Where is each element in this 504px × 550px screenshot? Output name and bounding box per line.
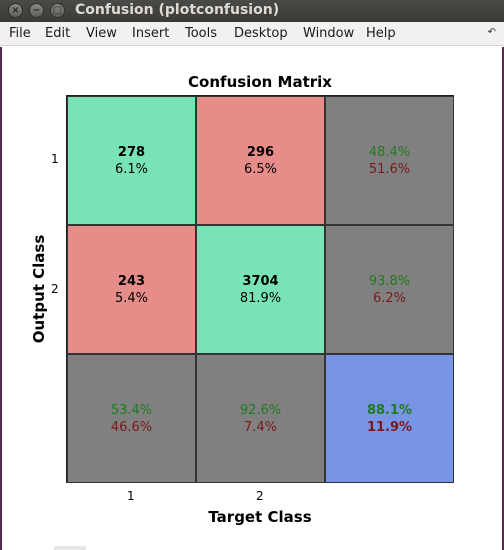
cell-percent: 81.9% — [239, 290, 282, 306]
menu-edit[interactable]: Edit — [45, 26, 71, 41]
confusion-matrix: 278 6.1% 296 6.5% 48.4% 51.6% 243 5.4% 3… — [66, 95, 454, 483]
cell-correct-rate: 92.6% — [239, 402, 282, 418]
arrow-icon[interactable]: ↶ — [487, 27, 496, 38]
cell-error-rate: 51.6% — [368, 161, 411, 177]
y-tick-label: 1 — [51, 152, 59, 166]
cell-1-summary: 48.4% 51.6% — [325, 96, 454, 225]
cell-2-2: 3704 81.9% — [196, 225, 325, 354]
cell-2-summary: 93.8% 6.2% — [325, 225, 454, 354]
menu-insert[interactable]: Insert — [132, 26, 170, 41]
cell-percent: 5.4% — [114, 290, 149, 306]
cell-percent: 6.1% — [114, 161, 149, 177]
cell-correct-rate: 93.8% — [368, 273, 411, 289]
cell-1-1: 278 6.1% — [67, 96, 196, 225]
x-axis-label: Target Class — [208, 508, 312, 526]
menu-file[interactable]: File — [9, 26, 31, 41]
cell-2-1: 243 5.4% — [67, 225, 196, 354]
y-axis-label: Output Class — [30, 234, 48, 344]
cell-correct-rate: 88.1% — [366, 402, 413, 418]
bottom-tab — [54, 546, 86, 550]
cell-summary-1: 53.4% 46.6% — [67, 354, 196, 483]
menu-tools[interactable]: Tools — [185, 26, 218, 41]
chart-title: Confusion Matrix — [188, 73, 332, 91]
cell-correct-rate: 53.4% — [110, 402, 153, 418]
menu-window[interactable]: Window — [303, 26, 355, 41]
x-tick-label: 2 — [256, 489, 264, 503]
cell-error-rate: 11.9% — [366, 419, 413, 435]
close-window-button[interactable]: × — [8, 3, 23, 18]
y-tick-label: 2 — [51, 282, 59, 296]
cell-correct-rate: 48.4% — [368, 144, 411, 160]
cell-count: 243 — [117, 273, 146, 289]
maximize-window-button[interactable]: □ — [50, 3, 65, 18]
cell-summary-2: 92.6% 7.4% — [196, 354, 325, 483]
cell-error-rate: 7.4% — [243, 419, 278, 435]
cell-1-2: 296 6.5% — [196, 96, 325, 225]
window-title: Confusion (plotconfusion) — [75, 2, 280, 18]
cell-error-rate: 46.6% — [110, 419, 153, 435]
cell-count: 296 — [246, 144, 275, 160]
cell-overall-total: 88.1% 11.9% — [325, 354, 454, 483]
cell-error-rate: 6.2% — [372, 290, 407, 306]
menu-view[interactable]: View — [86, 26, 117, 41]
minimize-window-button[interactable]: − — [29, 3, 44, 18]
cell-count: 278 — [117, 144, 146, 160]
menu-help[interactable]: Help — [366, 26, 396, 41]
window-border-left — [0, 47, 2, 550]
menu-desktop[interactable]: Desktop — [234, 26, 288, 41]
x-tick-label: 1 — [127, 489, 135, 503]
cell-count: 3704 — [242, 273, 279, 289]
cell-percent: 6.5% — [243, 161, 278, 177]
menu-bar: File Edit View Insert Tools Desktop Wind… — [0, 22, 504, 46]
window-border-right — [502, 47, 504, 550]
title-bar: × − □ Confusion (plotconfusion) — [0, 0, 504, 22]
